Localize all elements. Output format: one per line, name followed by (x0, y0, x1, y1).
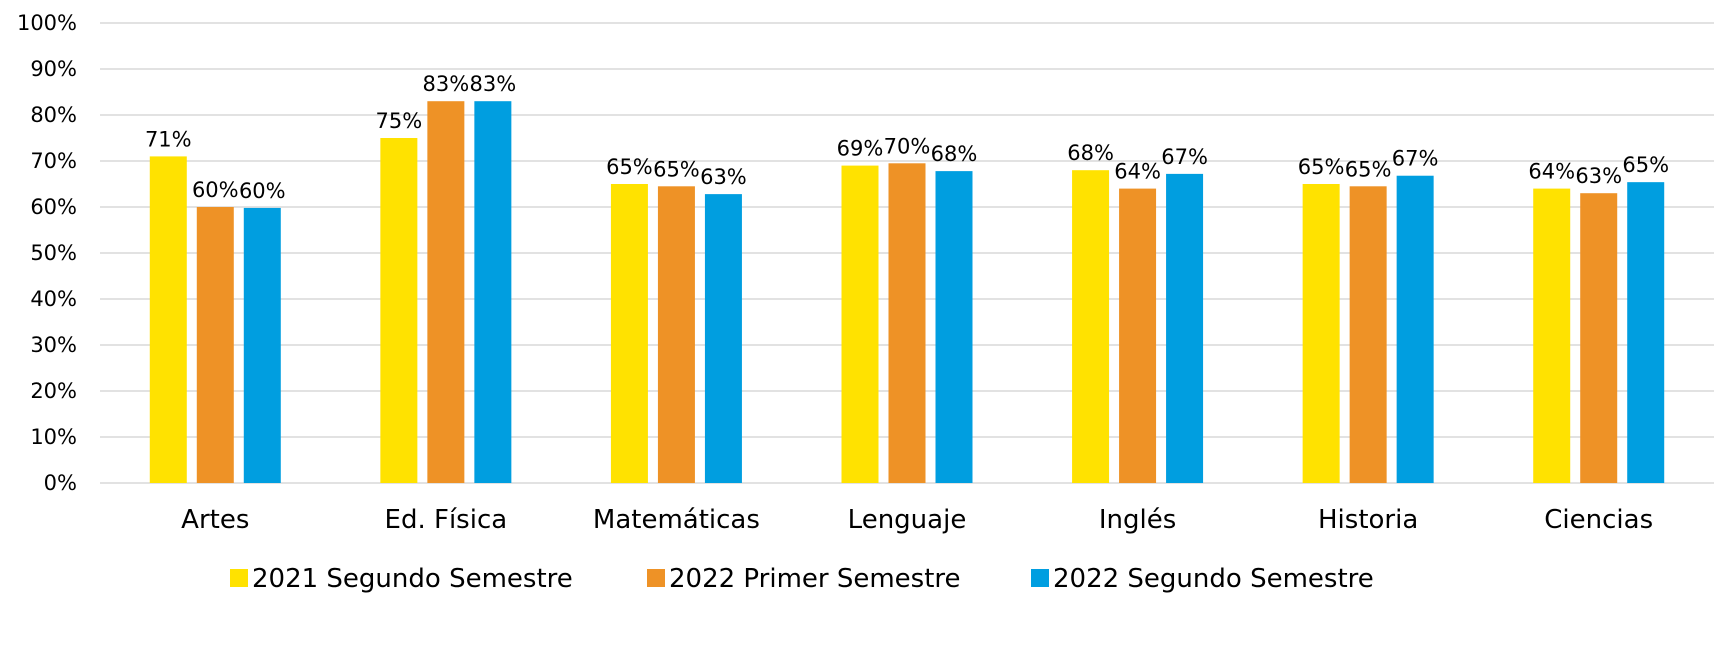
bar (1396, 175, 1434, 483)
legend-swatch (230, 569, 248, 587)
bar (1119, 188, 1157, 483)
legend-label: 2021 Segundo Semestre (252, 564, 573, 594)
bar (1580, 193, 1618, 483)
data-label: 69% (837, 137, 884, 161)
legend-swatch (647, 569, 665, 587)
bar (610, 184, 648, 483)
data-label: 63% (700, 165, 747, 189)
y-axis: 0% 10% 20% 30% 40% 50% 60% 70% 80% 90% 100% (17, 11, 77, 495)
y-tick-label: 40% (30, 287, 77, 311)
bar (1166, 173, 1204, 483)
bar (1072, 170, 1110, 483)
y-tick-label: 30% (30, 333, 77, 357)
x-category-label: Artes (181, 505, 249, 535)
data-label: 65% (1345, 157, 1392, 181)
x-axis: Artes Ed. Física Matemáticas Lenguaje Inglés… (181, 505, 1653, 535)
y-tick-label: 0% (44, 471, 77, 495)
legend-label: 2022 Segundo Semestre (1053, 564, 1374, 594)
bar (427, 101, 465, 483)
data-label: 83% (470, 72, 517, 96)
bar (380, 138, 418, 483)
data-label: 64% (1114, 160, 1161, 184)
data-label: 65% (653, 157, 700, 181)
legend-label: 2022 Primer Semestre (669, 564, 961, 594)
data-label: 65% (606, 155, 653, 179)
x-category-label: Lenguaje (848, 505, 967, 535)
data-label: 67% (1161, 145, 1208, 169)
data-label: 67% (1392, 147, 1439, 171)
y-tick-label: 20% (30, 379, 77, 403)
x-category-label: Matemáticas (593, 505, 760, 535)
y-tick-label: 10% (30, 425, 77, 449)
data-label: 75% (376, 109, 423, 133)
y-tick-label: 90% (30, 57, 77, 81)
bar (935, 171, 973, 483)
x-category-label: Historia (1318, 505, 1418, 535)
bar (657, 186, 695, 484)
bar (243, 207, 281, 484)
data-label: 71% (145, 127, 192, 151)
data-label: 64% (1528, 160, 1575, 184)
data-label: 63% (1575, 164, 1622, 188)
data-label: 70% (884, 134, 931, 158)
bar (474, 101, 512, 483)
x-category-label: Ciencias (1544, 505, 1653, 535)
x-category-label: Inglés (1099, 505, 1176, 535)
bar (704, 194, 742, 483)
bar (196, 207, 234, 483)
y-tick-label: 70% (30, 149, 77, 173)
y-tick-label: 60% (30, 195, 77, 219)
y-tick-label: 100% (17, 11, 77, 35)
data-label: 68% (1067, 141, 1114, 165)
data-label: 65% (1298, 155, 1345, 179)
bar (888, 163, 926, 484)
data-label: 68% (931, 142, 978, 166)
y-tick-label: 80% (30, 103, 77, 127)
bar (841, 165, 879, 483)
data-labels: 71%60% 60%75%83% 83%65% 65% 63%69% 70% 68% 68%6… (145, 72, 1669, 203)
data-label: 60% (192, 178, 239, 202)
bar (1302, 184, 1340, 483)
data-label: 60% (239, 179, 286, 203)
legend-swatch (1031, 569, 1049, 587)
bar (1349, 186, 1387, 484)
legend: 2021 Segundo Semestre 2022 Primer Semestr… (230, 564, 1374, 594)
bar (1533, 188, 1571, 483)
y-tick-label: 50% (30, 241, 77, 265)
data-label: 65% (1622, 153, 1669, 177)
bar (149, 156, 187, 483)
bar (1627, 182, 1665, 483)
data-label: 83% (423, 72, 470, 96)
bars (149, 101, 1665, 484)
x-category-label: Ed. Física (385, 505, 508, 535)
